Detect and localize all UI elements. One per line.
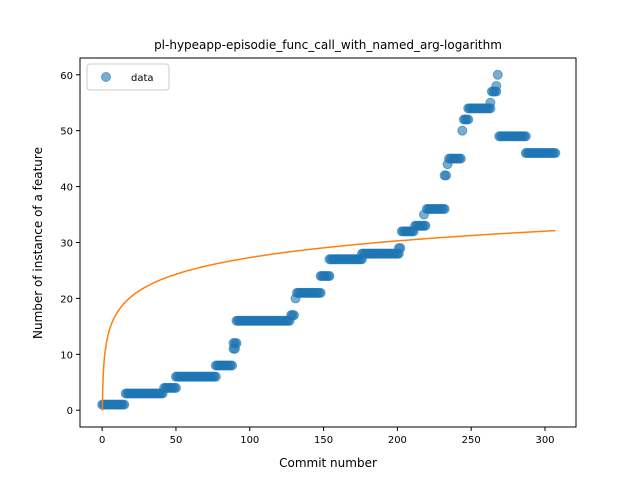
data-point — [420, 220, 431, 231]
x-tick-label: 0 — [99, 435, 105, 446]
plot-area — [97, 69, 561, 411]
data-point — [520, 131, 531, 142]
x-tick-label: 250 — [462, 435, 481, 446]
data-point — [550, 148, 561, 159]
data-point — [324, 271, 335, 282]
y-tick-label: 50 — [60, 127, 73, 138]
data-point — [119, 399, 130, 410]
x-tick-label: 150 — [314, 435, 333, 446]
legend: data — [86, 63, 170, 91]
data-point — [485, 97, 496, 108]
data-point — [463, 114, 474, 125]
data-point — [227, 360, 238, 371]
chart-title: pl-hypeapp-episodie_func_call_with_named… — [154, 38, 502, 52]
data-point — [231, 338, 242, 349]
y-tick-label: 0 — [67, 406, 73, 417]
data-point — [315, 287, 326, 298]
data-point — [439, 203, 450, 214]
fit-line — [101, 229, 556, 411]
y-tick-label: 30 — [60, 239, 73, 250]
y-tick-label: 20 — [60, 294, 73, 305]
x-tick-label: 100 — [240, 435, 259, 446]
data-point — [457, 125, 468, 136]
data-point — [289, 310, 300, 321]
data-point — [441, 170, 452, 181]
x-tick-label: 50 — [170, 435, 183, 446]
y-tick-label: 60 — [60, 71, 73, 82]
y-tick-label: 40 — [60, 183, 73, 194]
data-point — [395, 243, 406, 254]
data-point — [170, 382, 181, 393]
data-point — [492, 69, 503, 80]
legend-box — [86, 63, 170, 91]
plot-frame — [79, 57, 577, 428]
axes: 0 50 100 150 200 250 300 0 10 20 30 40 50 60 — [60, 57, 577, 446]
x-tick-label: 300 — [535, 435, 554, 446]
y-axis-title: Number of instance of a feature — [31, 147, 45, 339]
data-point — [455, 153, 466, 164]
y-tick-label: 10 — [60, 350, 73, 361]
data-point — [210, 371, 221, 382]
legend-label-data: data — [131, 73, 154, 84]
legend-marker-data — [101, 72, 111, 82]
x-tick-label: 200 — [388, 435, 407, 446]
data-point — [491, 80, 502, 91]
x-axis-title: Commit number — [279, 456, 377, 470]
